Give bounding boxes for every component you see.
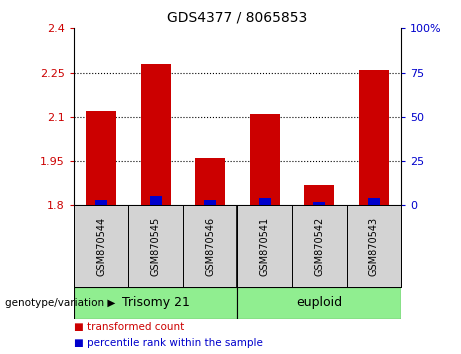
Text: GSM870545: GSM870545 [151, 216, 160, 276]
Text: GSM870544: GSM870544 [96, 216, 106, 276]
Text: GSM870546: GSM870546 [205, 216, 215, 276]
FancyBboxPatch shape [237, 205, 292, 287]
Bar [359, 70, 389, 205]
FancyBboxPatch shape [183, 205, 237, 287]
Bar [95, 200, 107, 205]
Bar [141, 64, 171, 205]
FancyBboxPatch shape [292, 205, 347, 287]
FancyBboxPatch shape [74, 287, 237, 319]
Text: genotype/variation ▶: genotype/variation ▶ [5, 298, 115, 308]
Bar [304, 185, 334, 205]
FancyBboxPatch shape [237, 287, 401, 319]
Bar [195, 158, 225, 205]
Bar [149, 196, 162, 205]
Title: GDS4377 / 8065853: GDS4377 / 8065853 [167, 10, 307, 24]
Bar [250, 114, 280, 205]
Text: GSM870543: GSM870543 [369, 216, 379, 276]
Text: GSM870541: GSM870541 [260, 216, 270, 276]
FancyBboxPatch shape [74, 205, 128, 287]
Bar [204, 200, 216, 205]
Text: ■ transformed count: ■ transformed count [74, 322, 184, 332]
FancyBboxPatch shape [128, 205, 183, 287]
Bar [86, 111, 116, 205]
Text: Trisomy 21: Trisomy 21 [122, 296, 189, 309]
Bar [259, 198, 271, 205]
FancyBboxPatch shape [347, 205, 401, 287]
Bar [368, 198, 380, 205]
Text: euploid: euploid [296, 296, 343, 309]
Text: ■ percentile rank within the sample: ■ percentile rank within the sample [74, 338, 263, 348]
Text: GSM870542: GSM870542 [314, 216, 324, 276]
Bar [313, 202, 325, 205]
